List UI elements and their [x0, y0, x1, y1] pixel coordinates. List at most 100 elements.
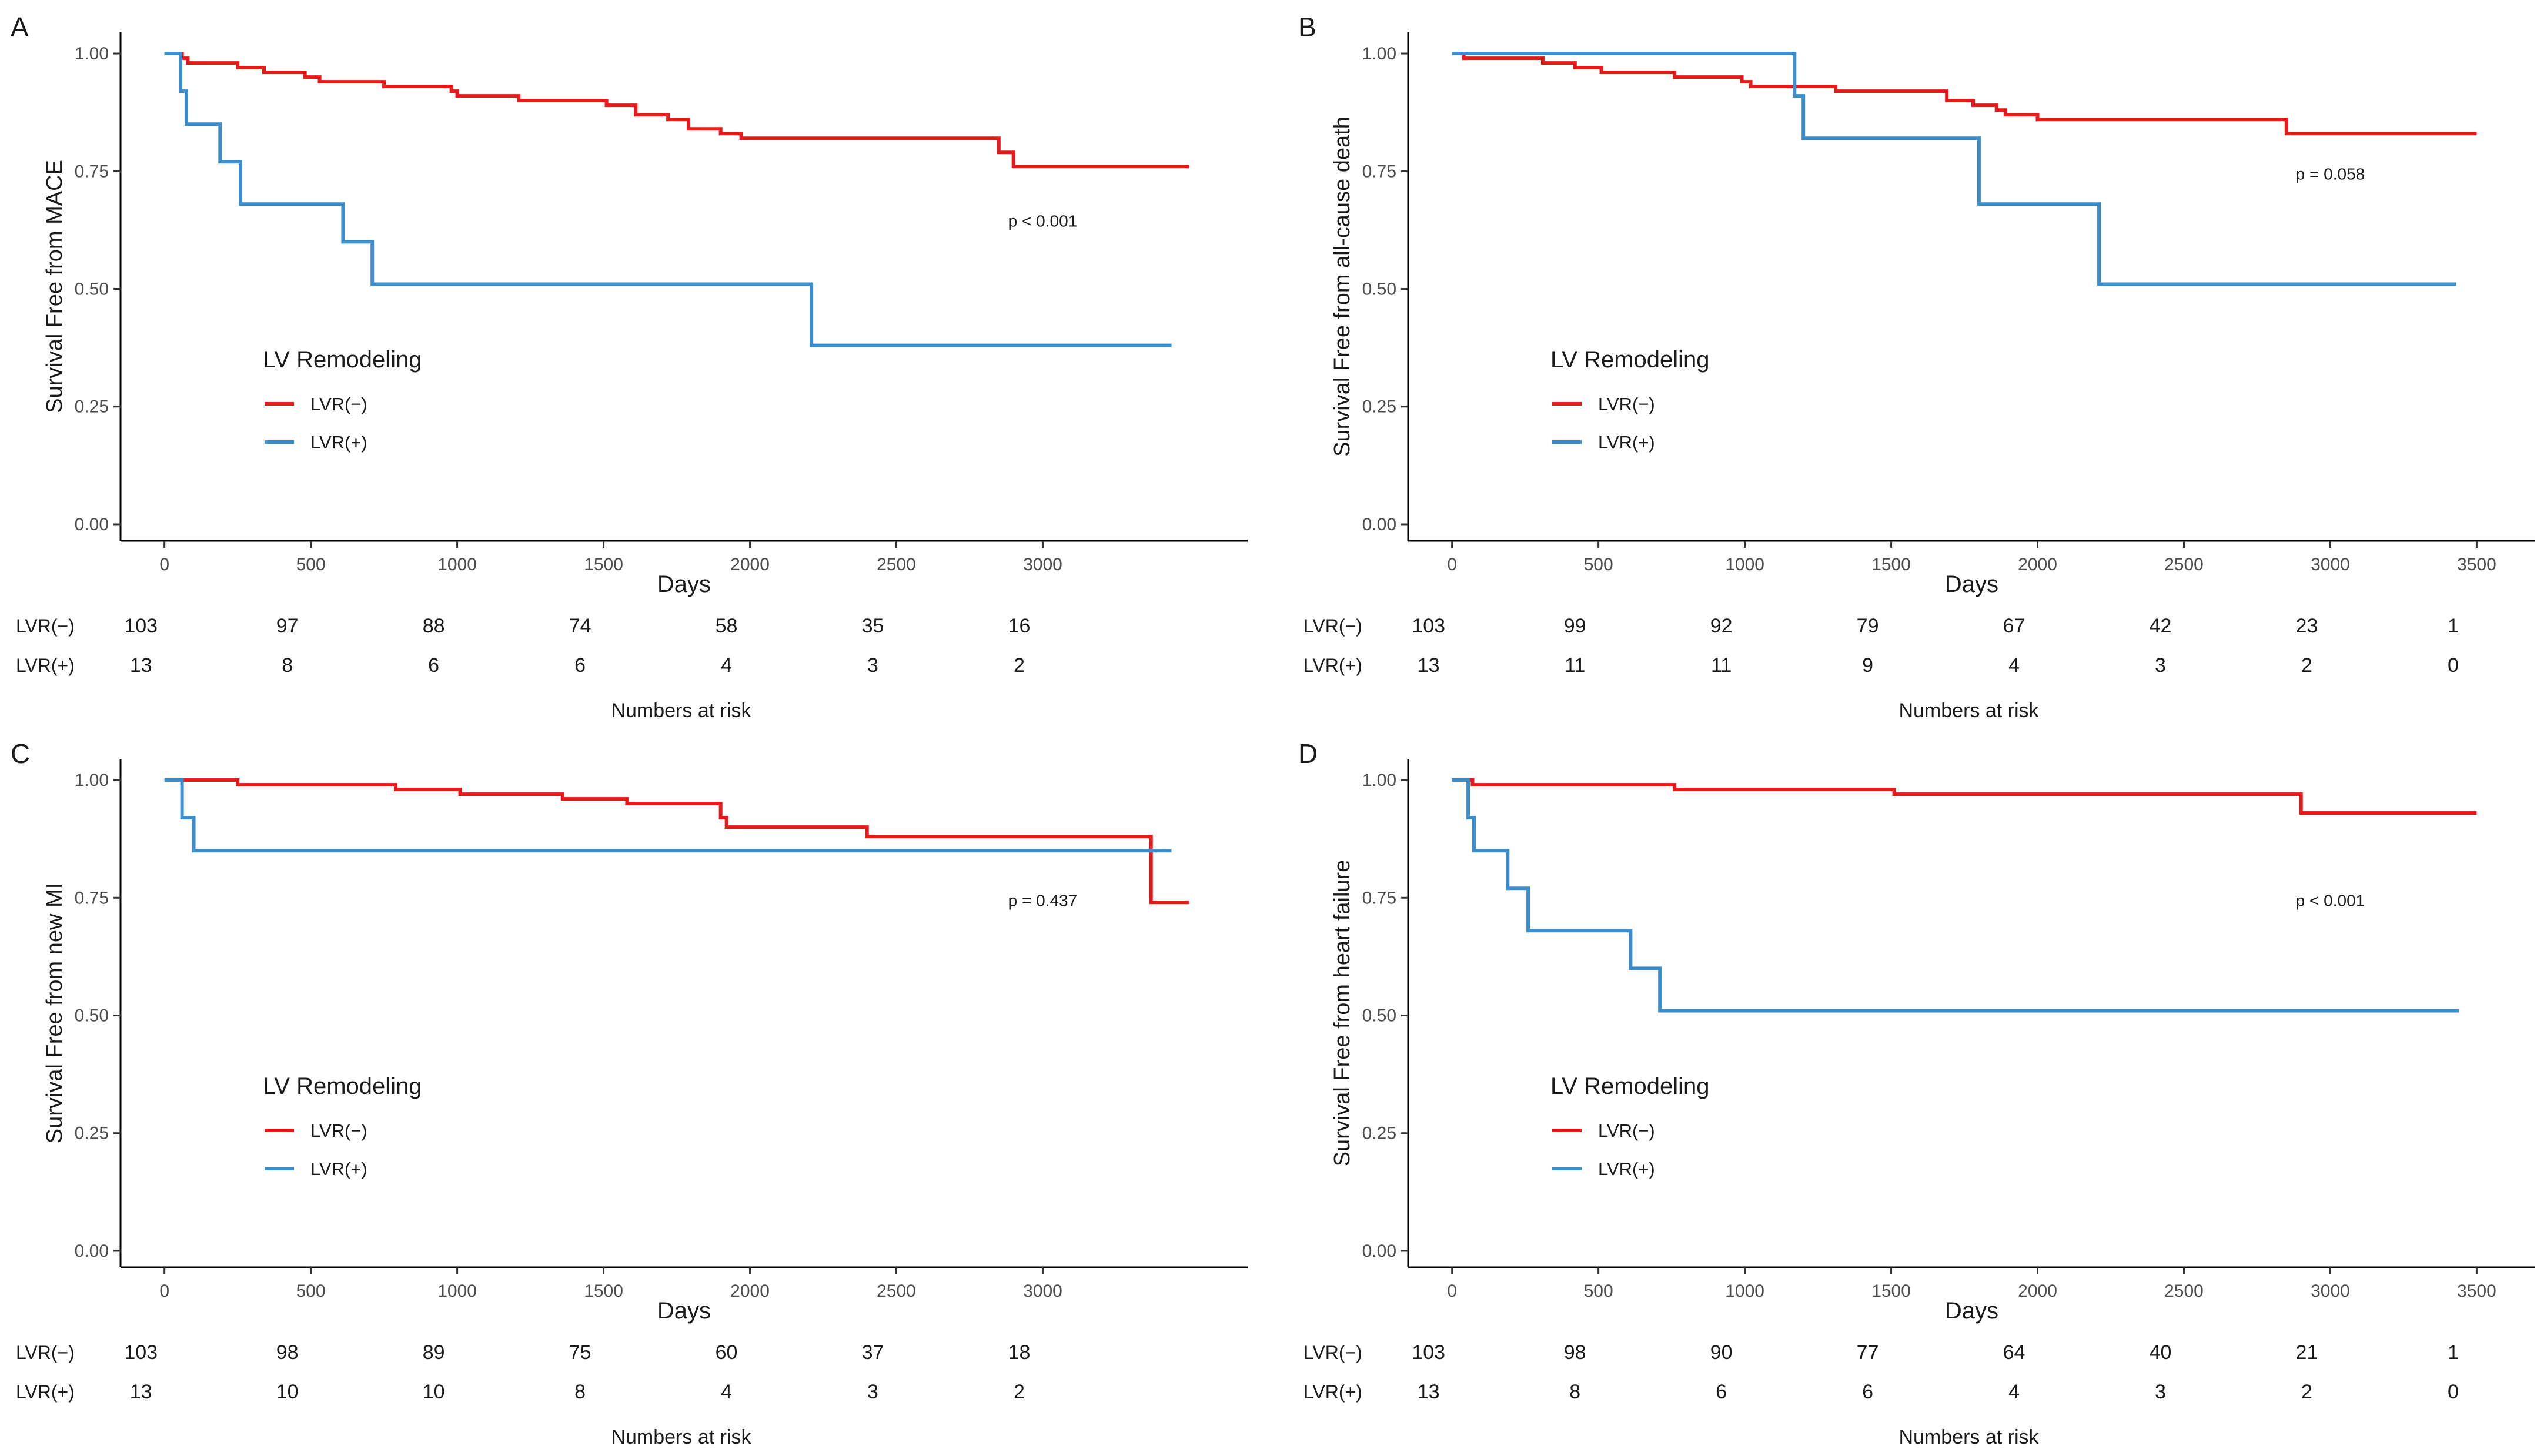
risk-count: 0	[2448, 654, 2459, 677]
y-tick-label: 1.00	[75, 44, 109, 63]
km-curve-lvr-neg	[1452, 52, 2477, 136]
risk-count: 3	[867, 1381, 878, 1403]
risk-count: 79	[1857, 615, 1879, 637]
risk-count: 11	[1565, 654, 1585, 677]
risk-count: 16	[1008, 615, 1031, 637]
panel-letter: C	[11, 738, 30, 769]
risk-table-title: Numbers at risk	[1898, 1426, 2039, 1448]
km-curve-lvr-neg	[1452, 778, 2477, 815]
risk-count: 103	[1412, 1341, 1445, 1364]
x-tick-label: 2500	[877, 555, 916, 574]
x-tick-label: 2000	[2018, 1281, 2057, 1301]
legend: LV Remodeling LVR(−) LVR(+)	[1550, 347, 1710, 453]
y-axis-title: Survival Free from new MI	[42, 883, 67, 1143]
risk-table: LVR(−) 103 97 88 74 58 35 16 LVR(+) 13 8 6 6 4 3 2 Numbe…	[16, 615, 1030, 722]
km-curve-lvr-pos	[1452, 52, 2456, 286]
panel-letter: D	[1298, 738, 1318, 769]
y-tick-label: 0.25	[75, 1124, 109, 1143]
risk-count: 23	[2296, 615, 2318, 637]
risk-count: 21	[2296, 1341, 2318, 1364]
risk-count: 2	[2301, 654, 2312, 677]
legend-label: LVR(−)	[1598, 394, 1655, 414]
km-curve-lvr-pos	[164, 778, 1172, 853]
risk-count: 1	[2448, 1341, 2459, 1364]
y-tick-label: 0.00	[1362, 515, 1396, 534]
km-panel-c: C 0.00 0.25 0.50 0.75 1.00 0 500 1000 1500 2000 250…	[11, 738, 1248, 1448]
x-tick-label: 1500	[584, 1281, 623, 1301]
legend-label: LVR(+)	[1598, 432, 1655, 453]
risk-count: 40	[2150, 1341, 2172, 1364]
y-tick-label: 1.00	[1362, 44, 1396, 63]
x-tick-label: 1000	[437, 1281, 477, 1301]
y-tick-label: 1.00	[1362, 771, 1396, 790]
risk-count: 4	[721, 654, 732, 677]
p-value-annotation: p < 0.001	[1008, 212, 1078, 230]
legend-title: LV Remodeling	[263, 1073, 422, 1099]
x-tick-label: 0	[1447, 555, 1457, 574]
risk-count: 37	[862, 1341, 884, 1364]
panel-letter: A	[11, 12, 29, 42]
y-tick-label: 0.25	[1362, 397, 1396, 417]
y-tick-label: 0.75	[75, 888, 109, 908]
x-tick-label: 0	[159, 1281, 169, 1301]
x-tick-label: 3500	[2457, 1281, 2496, 1301]
km-curve-lvr-neg	[164, 778, 1189, 905]
risk-count: 6	[574, 654, 586, 677]
p-value-annotation: p = 0.058	[2296, 165, 2365, 183]
x-tick-label: 2000	[730, 555, 770, 574]
risk-count: 77	[1857, 1341, 1879, 1364]
risk-count: 35	[862, 615, 884, 637]
risk-row-label: LVR(+)	[1303, 1381, 1362, 1403]
risk-count: 8	[282, 654, 293, 677]
risk-table: LVR(−) 103 98 89 75 60 37 18 LVR(+) 13 10 10 8 4 3 2 Num…	[16, 1341, 1030, 1448]
legend-label: LVR(−)	[1598, 1120, 1655, 1141]
x-tick-label: 500	[296, 555, 326, 574]
x-tick-label: 500	[1584, 555, 1613, 574]
legend: LV Remodeling LVR(−) LVR(+)	[263, 347, 422, 453]
risk-count: 11	[1711, 654, 1732, 677]
x-axis-title: Days	[657, 571, 711, 597]
x-tick-label: 1500	[584, 555, 623, 574]
risk-count: 10	[276, 1381, 299, 1403]
risk-count: 8	[574, 1381, 586, 1403]
y-axis-title: Survival Free from all-cause death	[1330, 116, 1355, 457]
risk-count: 97	[276, 615, 299, 637]
risk-count: 4	[2008, 654, 2020, 677]
y-tick-label: 0.75	[75, 162, 109, 181]
km-panel-a: A 0.00 0.25 0.50 0.75 1.00 0 500 1000 1500 2000 250…	[11, 12, 1248, 722]
x-tick-label: 3500	[2457, 555, 2496, 574]
risk-count: 4	[2008, 1381, 2020, 1403]
risk-count: 103	[1412, 615, 1445, 637]
x-tick-label: 0	[159, 555, 169, 574]
y-tick-label: 0.25	[1362, 1124, 1396, 1143]
risk-count: 90	[1710, 1341, 1733, 1364]
risk-count: 4	[721, 1381, 732, 1403]
risk-count: 13	[1418, 1381, 1440, 1403]
x-tick-label: 0	[1447, 1281, 1457, 1301]
x-tick-label: 1000	[437, 555, 477, 574]
x-tick-label: 2000	[730, 1281, 770, 1301]
x-tick-label: 1500	[1871, 555, 1911, 574]
risk-count: 98	[276, 1341, 299, 1364]
risk-table-title: Numbers at risk	[611, 1426, 751, 1448]
risk-count: 8	[1569, 1381, 1580, 1403]
risk-count: 3	[2155, 654, 2166, 677]
legend-title: LV Remodeling	[1550, 1073, 1710, 1099]
risk-count: 99	[1564, 615, 1586, 637]
km-panel-b: B 0.00 0.25 0.50 0.75 1.00 0 500 1000 1500 2000 250…	[1298, 12, 2535, 722]
y-tick-label: 0.00	[1362, 1241, 1396, 1261]
risk-count: 42	[2150, 615, 2172, 637]
x-tick-label: 2000	[2018, 555, 2057, 574]
risk-count: 103	[124, 1341, 158, 1364]
legend-label: LVR(−)	[310, 1120, 367, 1141]
y-tick-label: 0.75	[1362, 888, 1396, 908]
risk-count: 2	[1014, 654, 1025, 677]
y-tick-label: 0.50	[75, 1006, 109, 1026]
y-tick-label: 0.00	[75, 515, 109, 534]
risk-count: 13	[130, 1381, 152, 1403]
x-tick-label: 500	[1584, 1281, 1613, 1301]
risk-count: 13	[130, 654, 152, 677]
risk-count: 18	[1008, 1341, 1031, 1364]
y-tick-label: 0.50	[75, 280, 109, 299]
